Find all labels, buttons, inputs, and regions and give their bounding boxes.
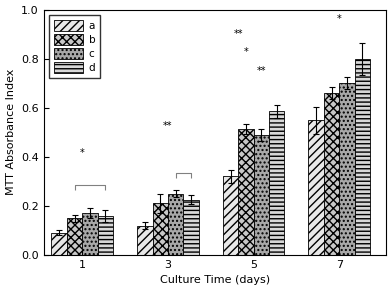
Text: *: *: [80, 148, 85, 158]
Text: **: **: [163, 121, 173, 131]
X-axis label: Culture Time (days): Culture Time (days): [160, 276, 270, 285]
Bar: [223, 176, 238, 255]
Bar: [67, 218, 82, 255]
Y-axis label: MTT Absorbance Index: MTT Absorbance Index: [5, 69, 16, 196]
Bar: [98, 216, 113, 255]
Bar: [309, 120, 324, 255]
Bar: [51, 233, 67, 255]
Text: **: **: [234, 29, 243, 39]
Bar: [339, 83, 355, 255]
Text: *: *: [337, 14, 342, 24]
Bar: [168, 194, 183, 255]
Bar: [269, 111, 285, 255]
Bar: [254, 135, 269, 255]
Bar: [324, 93, 339, 255]
Bar: [183, 200, 199, 255]
Text: *: *: [243, 47, 248, 57]
Bar: [137, 226, 152, 255]
Text: **: **: [257, 66, 266, 76]
Legend: a, b, c, d: a, b, c, d: [49, 15, 100, 78]
Bar: [238, 129, 254, 255]
Bar: [152, 203, 168, 255]
Bar: [355, 59, 370, 255]
Bar: [82, 213, 98, 255]
